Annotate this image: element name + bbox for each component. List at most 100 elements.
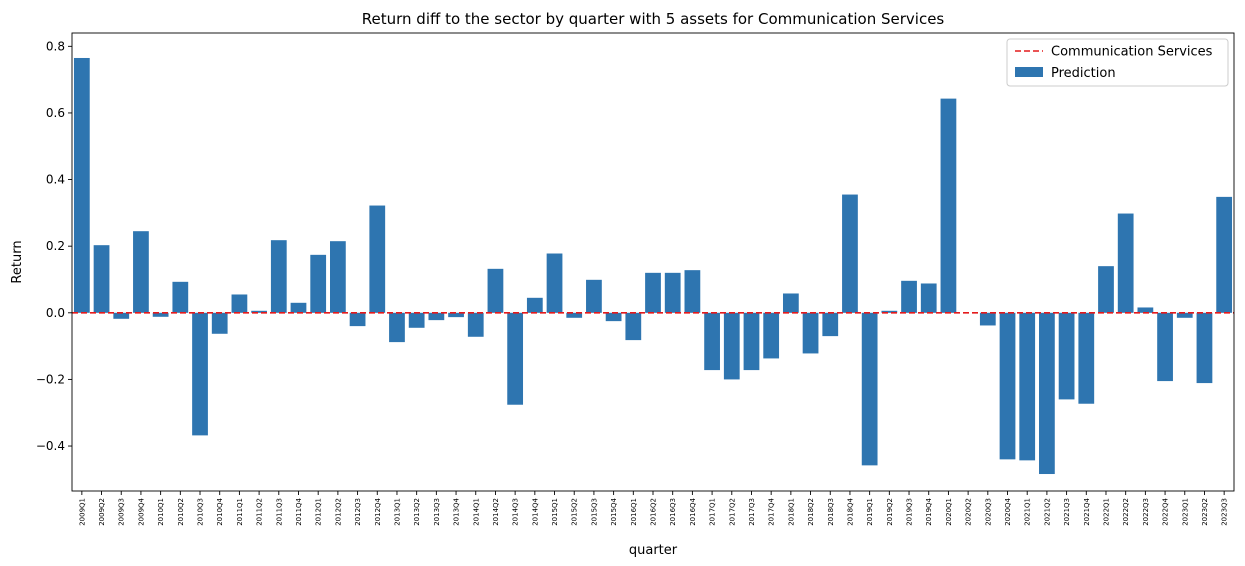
- x-tick-label: 2018Q2: [807, 498, 815, 526]
- bar-2009Q4: [133, 231, 149, 313]
- x-tick-label: 2022Q1: [1102, 498, 1110, 526]
- bar-2020Q4: [999, 312, 1016, 460]
- bar-2012Q4: [369, 205, 386, 313]
- x-tick-label: 2016Q4: [689, 497, 697, 525]
- bar-2013Q4: [448, 312, 464, 318]
- bar-2012Q3: [349, 312, 366, 327]
- bar-2011Q2: [251, 310, 267, 313]
- x-tick-label: 2023Q1: [1181, 498, 1189, 526]
- x-tick-label: 2021Q3: [1063, 498, 1071, 526]
- bar-2010Q3: [192, 312, 208, 436]
- x-tick-label: 2021Q2: [1043, 498, 1051, 526]
- bar-2017Q4: [763, 312, 780, 359]
- legend-bar-swatch: [1015, 67, 1043, 77]
- bar-2011Q3: [270, 240, 287, 313]
- y-tick-label: −0.2: [36, 372, 65, 386]
- bar-2019Q3: [901, 280, 917, 313]
- x-tick-label: 2021Q1: [1024, 498, 1032, 526]
- y-axis-title: Return: [10, 240, 25, 283]
- bar-2020Q1: [940, 98, 957, 313]
- bar-2019Q4: [920, 283, 937, 313]
- bar-2018Q4: [842, 194, 858, 313]
- x-tick-label: 2014Q3: [512, 498, 520, 526]
- y-tick-label: 0.6: [46, 106, 65, 120]
- bar-2021Q1: [1019, 312, 1036, 461]
- bar-2016Q4: [684, 270, 701, 313]
- x-tick-label: 2018Q1: [787, 498, 795, 526]
- bar-2020Q3: [979, 312, 996, 326]
- x-tick-label: 2012Q4: [374, 497, 382, 525]
- x-tick-label: 2022Q2: [1122, 498, 1130, 526]
- x-tick-label: 2017Q2: [728, 498, 736, 526]
- x-tick-label: 2013Q4: [453, 497, 461, 525]
- y-tick-label: 0.4: [46, 173, 65, 187]
- bar-2013Q3: [428, 312, 445, 321]
- bar-2016Q1: [625, 312, 642, 341]
- y-tick-label: −0.4: [36, 439, 65, 453]
- x-tick-label: 2019Q4: [925, 497, 933, 525]
- x-axis-ticks: 2009Q1 2009Q2 2009Q3 2009Q4 2010Q1 2010Q2 2010…: [78, 491, 1229, 526]
- bar-2012Q2: [330, 241, 346, 313]
- bar-2009Q3: [113, 312, 130, 319]
- x-tick-label: 2018Q4: [846, 497, 854, 525]
- bar-2015Q3: [586, 279, 602, 313]
- x-tick-label: 2013Q2: [413, 498, 421, 526]
- bar-2022Q2: [1117, 213, 1134, 313]
- bar-2011Q1: [231, 294, 248, 313]
- bar-2016Q2: [645, 272, 661, 313]
- x-tick-label: 2009Q3: [118, 498, 126, 526]
- bar-2014Q1: [467, 312, 484, 337]
- x-tick-label: 2020Q1: [945, 498, 953, 526]
- x-tick-label: 2015Q4: [610, 497, 618, 525]
- x-tick-label: 2009Q1: [78, 498, 86, 526]
- x-tick-label: 2019Q1: [866, 498, 874, 526]
- legend-bar-label: Prediction: [1051, 66, 1116, 81]
- bar-2018Q3: [822, 312, 839, 337]
- legend-line-label: Communication Services: [1051, 45, 1213, 60]
- bar-2009Q1: [73, 57, 90, 313]
- legend-box: [1006, 38, 1229, 87]
- bar-2022Q3: [1137, 307, 1154, 313]
- x-tick-label: 2009Q2: [98, 498, 106, 526]
- bar-2022Q4: [1157, 312, 1173, 382]
- y-axis-ticks: −0.4 −0.2 0.0 0.2 0.4 0.6 0.8: [36, 39, 72, 453]
- bar-2014Q3: [507, 312, 524, 405]
- x-tick-label: 2009Q4: [137, 497, 145, 525]
- bar-2023Q3: [1216, 196, 1233, 313]
- x-tick-label: 2012Q3: [354, 498, 362, 526]
- bar-2015Q2: [566, 312, 583, 318]
- x-tick-label: 2010Q1: [157, 498, 165, 526]
- bar-2023Q1: [1176, 312, 1193, 318]
- bar-2017Q3: [743, 312, 760, 371]
- x-tick-label: 2016Q2: [650, 498, 658, 526]
- bar-2011Q4: [290, 302, 307, 313]
- x-tick-label: 2020Q3: [984, 498, 992, 526]
- bar-2019Q2: [881, 310, 898, 313]
- bar-2021Q2: [1039, 312, 1055, 475]
- x-tick-label: 2023Q2: [1201, 498, 1209, 526]
- bar-2021Q3: [1058, 312, 1075, 400]
- x-tick-label: 2015Q1: [551, 498, 559, 526]
- chart-title: Return diff to the sector by quarter wit…: [362, 10, 945, 28]
- x-tick-label: 2013Q3: [433, 498, 441, 526]
- bar-2022Q1: [1098, 266, 1114, 313]
- x-tick-label: 2011Q1: [236, 498, 244, 526]
- bar-2018Q2: [802, 312, 819, 354]
- x-tick-label: 2012Q1: [315, 498, 323, 526]
- bar-2009Q2: [93, 245, 110, 313]
- x-tick-label: 2022Q4: [1162, 497, 1170, 525]
- bar-2013Q1: [389, 312, 405, 343]
- x-tick-label: 2023Q3: [1221, 498, 1229, 526]
- y-tick-label: 0.0: [46, 306, 65, 320]
- bar-2010Q1: [152, 312, 169, 317]
- bars-layer: [73, 57, 1233, 475]
- x-tick-label: 2016Q3: [669, 498, 677, 526]
- x-tick-label: 2015Q2: [571, 498, 579, 526]
- bar-2012Q1: [310, 254, 327, 313]
- x-tick-label: 2017Q3: [748, 498, 756, 526]
- x-axis-title: quarter: [629, 543, 678, 558]
- x-tick-label: 2014Q2: [492, 498, 500, 526]
- x-tick-label: 2015Q3: [590, 498, 598, 526]
